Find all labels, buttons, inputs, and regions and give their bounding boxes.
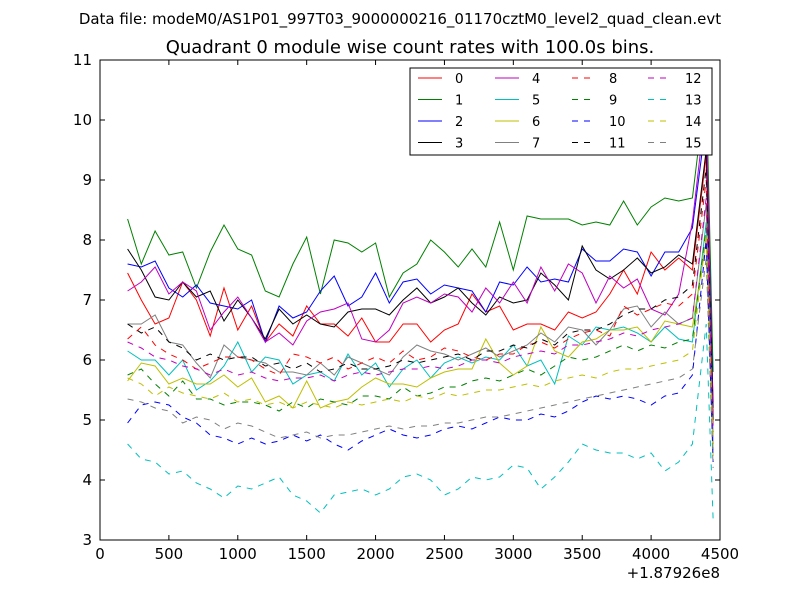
series-line-1 <box>127 83 714 373</box>
legend-label-0: 0 <box>455 72 463 87</box>
chart-title: Quadrant 0 module wise count rates with … <box>166 37 655 58</box>
series-line-6 <box>127 239 714 457</box>
series-line-15 <box>127 257 714 469</box>
series-line-2 <box>127 119 714 409</box>
series-line-4 <box>127 101 714 445</box>
legend-label-7: 7 <box>532 137 540 152</box>
x-tick-label: 1000 <box>219 545 257 563</box>
x-tick-label: 3000 <box>494 545 532 563</box>
legend-label-5: 5 <box>532 94 540 109</box>
y-tick-label: 6 <box>82 351 92 369</box>
y-tick-label: 5 <box>82 411 92 429</box>
series-line-14 <box>127 233 714 445</box>
series-line-9 <box>127 227 714 433</box>
series-line-13 <box>127 323 714 520</box>
axes-ticks: 0 500 1000 1500 2000 2500 3000 3500 4000 4500 3 4 5 6… <box>73 51 739 563</box>
y-tick-label: 4 <box>82 471 92 489</box>
y-tick-label: 8 <box>82 231 92 249</box>
figure-suptitle: Data file: modeM0/AS1P01_997T03_90000002… <box>79 10 721 29</box>
legend-label-9: 9 <box>609 94 617 109</box>
y-tick-label: 3 <box>82 531 92 549</box>
series-line-3 <box>127 149 714 421</box>
x-tick-label: 1500 <box>288 545 326 563</box>
x-tick-label: 4500 <box>701 545 739 563</box>
legend-label-3: 3 <box>455 137 463 152</box>
y-tick-label: 11 <box>73 51 92 69</box>
x-tick-label: 0 <box>95 545 105 563</box>
legend-label-4: 4 <box>532 72 540 87</box>
legend-label-14: 14 <box>685 115 702 130</box>
legend-label-2: 2 <box>455 115 463 130</box>
legend-label-11: 11 <box>609 137 626 152</box>
legend-label-10: 10 <box>609 115 626 130</box>
legend-label-8: 8 <box>609 72 617 87</box>
series-line-5 <box>127 221 714 451</box>
legend-label-12: 12 <box>685 72 702 87</box>
legend-label-1: 1 <box>455 94 463 109</box>
x-tick-label: 4000 <box>632 545 670 563</box>
series-line-11 <box>127 167 714 421</box>
series-line-10 <box>127 239 714 463</box>
y-tick-label: 10 <box>73 111 92 129</box>
x-tick-label: 500 <box>155 545 184 563</box>
y-tick-label: 7 <box>82 291 92 309</box>
series-line-0 <box>127 155 714 403</box>
legend-label-6: 6 <box>532 115 540 130</box>
plot-area <box>127 83 714 520</box>
x-offset-label: +1.87926e8 <box>627 564 720 582</box>
legend-label-15: 15 <box>685 137 702 152</box>
x-tick-label: 2500 <box>425 545 463 563</box>
x-tick-label: 3500 <box>563 545 601 563</box>
series-line-12 <box>127 197 714 427</box>
series-line-8 <box>127 179 714 421</box>
legend-box <box>409 67 713 156</box>
x-tick-label: 2000 <box>356 545 394 563</box>
legend-label-13: 13 <box>685 94 702 109</box>
series-line-7 <box>127 203 714 445</box>
y-tick-label: 9 <box>82 171 92 189</box>
